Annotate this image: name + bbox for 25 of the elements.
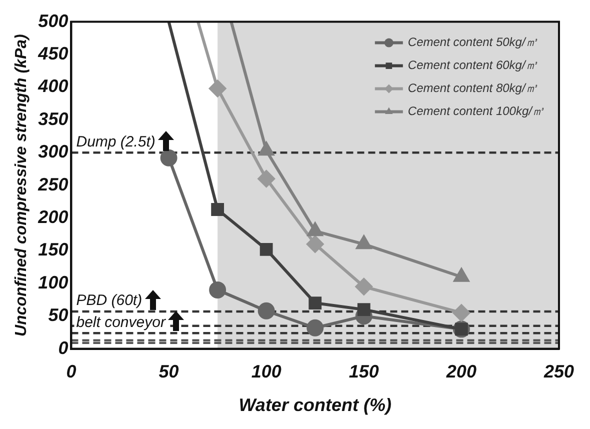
y-tick-label: 100 [38, 272, 68, 292]
y-tick-label: 400 [37, 76, 68, 96]
y-tick-label: 500 [38, 10, 68, 31]
ref-line-label: Dump (2.5t) [76, 133, 156, 150]
y-axis-title: Unconfined compressive strength (kPa) [13, 34, 30, 336]
legend-label: Cement content 60kg/㎥ [408, 58, 538, 72]
y-tick-label: 50 [48, 305, 68, 326]
ref-line-label: PBD (60t) [76, 292, 142, 310]
y-tick-label: 450 [37, 43, 68, 64]
x-tick-label: 250 [542, 362, 574, 382]
y-tick-label: 300 [38, 142, 68, 162]
x-tick-label: 100 [251, 362, 282, 382]
x-tick-label: 150 [348, 362, 379, 382]
x-tick-label: 200 [445, 362, 476, 382]
legend-label: Cement content 50kg/㎥ [408, 35, 538, 50]
ref-line-label: belt conveyor [76, 314, 166, 331]
y-tick-label: 150 [38, 240, 68, 260]
legend-label: Cement content 100kg/㎥ [408, 104, 544, 118]
y-tick-label: 0 [58, 338, 68, 358]
y-tick-label: 250 [37, 174, 68, 194]
x-axis-title: Water content (%) [238, 395, 392, 416]
y-tick-label: 350 [38, 108, 68, 129]
y-tick-label: 200 [37, 206, 68, 227]
x-tick-label: 50 [158, 362, 179, 382]
legend-label: Cement content 80kg/㎥ [408, 81, 538, 96]
